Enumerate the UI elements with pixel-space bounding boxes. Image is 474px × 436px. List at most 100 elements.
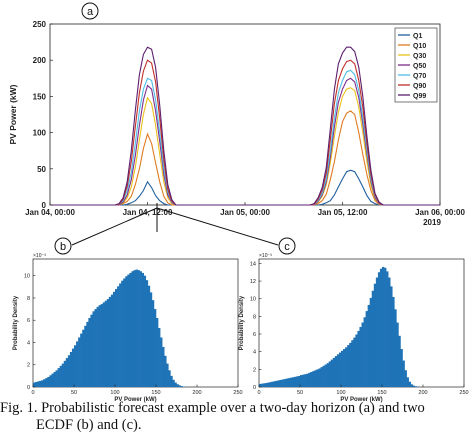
histogram-bar — [386, 271, 389, 387]
x-tick-label: 100 — [110, 390, 119, 396]
histogram-bar — [349, 342, 352, 387]
histogram-bar — [139, 271, 142, 387]
caption-line-2: ECDF (b) and (c). — [36, 417, 142, 433]
connector-line-b — [71, 207, 158, 246]
panel-a-x-tick-label: Jan 05, 12:00 — [318, 208, 368, 217]
histogram-bar — [295, 376, 299, 387]
histogram-bar — [84, 325, 87, 387]
y-tick-label: 4 — [27, 340, 30, 346]
histogram-bar — [112, 291, 116, 387]
histogram-bar — [92, 311, 95, 387]
histogram-bar — [328, 361, 332, 387]
histogram-bar — [160, 337, 163, 387]
histogram-bar — [67, 355, 71, 387]
y-tick-label: 4 — [253, 350, 256, 356]
legend-label-q90: Q90 — [413, 83, 426, 90]
histogram-bar — [273, 381, 276, 387]
histogram-bar — [310, 371, 313, 387]
panel-marker-c: c — [278, 237, 296, 255]
panel-b-histogram — [33, 269, 188, 387]
histogram-bar — [287, 378, 291, 387]
histogram-bar — [275, 380, 278, 387]
connector-line-c — [156, 207, 279, 246]
y-tick-label: 2 — [27, 363, 30, 369]
histogram-bar — [330, 359, 334, 387]
histogram-bar — [166, 363, 169, 387]
panel-c-chart: 0 2 4 6 8 10 12 14 0 50 100 150 200 250 Probability D… — [239, 253, 469, 403]
panel-a-legend-box — [394, 27, 438, 103]
histogram-bar — [379, 268, 383, 387]
x-tick-label: 250 — [233, 390, 242, 396]
histogram-bar — [314, 370, 317, 387]
histogram-bar — [71, 348, 75, 387]
histogram-bar — [164, 355, 167, 387]
histogram-bar — [414, 386, 418, 387]
histogram-bar — [100, 304, 103, 387]
legend-label-q10: Q10 — [413, 43, 426, 50]
histogram-bar — [102, 302, 106, 387]
histogram-bar — [145, 280, 149, 387]
x-tick-label: 0 — [31, 390, 34, 396]
histogram-bar — [49, 375, 52, 387]
histogram-bar — [35, 381, 38, 387]
x-tick-label: 150 — [377, 390, 386, 396]
histogram-bar — [133, 270, 136, 387]
histogram-bar — [326, 363, 329, 387]
y-tick-label: 0 — [253, 385, 256, 391]
y-tick-label: 14 — [250, 261, 256, 267]
histogram-bar — [367, 304, 370, 387]
histogram-bar — [324, 364, 327, 387]
histogram-bar — [151, 300, 155, 387]
histogram-bar — [316, 369, 319, 387]
histogram-bar — [45, 378, 48, 387]
histogram-bar — [170, 375, 173, 387]
panel-marker-a: a — [81, 2, 99, 20]
histogram-bar — [39, 380, 42, 387]
histogram-bar — [61, 363, 65, 387]
histogram-bar — [269, 382, 272, 387]
histogram-bar — [336, 354, 340, 387]
histogram-bar — [65, 358, 69, 387]
histogram-bar — [312, 371, 315, 387]
histogram-bar — [322, 365, 325, 387]
histogram-bar — [123, 278, 126, 387]
panel-b-y-exponent: ×10⁻³ — [33, 253, 46, 259]
panel-a-axes — [49, 23, 441, 206]
histogram-bar — [291, 377, 295, 387]
histogram-bar — [345, 347, 348, 387]
histogram-bar — [178, 385, 181, 387]
histogram-bar — [110, 294, 114, 387]
histogram-bar — [149, 292, 153, 387]
histogram-bar — [361, 322, 364, 387]
histogram-bar — [406, 377, 409, 387]
panel-a-y-tick-label: 250 — [33, 20, 47, 29]
histogram-bar — [351, 340, 354, 387]
histogram-bar — [338, 352, 342, 387]
histogram-bar — [33, 382, 36, 387]
histogram-bar — [302, 374, 305, 387]
y-tick-label: 8 — [253, 314, 256, 320]
histogram-bar — [371, 290, 375, 387]
histogram-bar — [283, 379, 286, 387]
histogram-bar — [108, 296, 112, 387]
histogram-bar — [51, 373, 54, 387]
histogram-bar — [390, 286, 393, 387]
histogram-bar — [382, 266, 385, 387]
legend-label-q99: Q99 — [413, 93, 426, 100]
histogram-bar — [355, 334, 358, 387]
panel-c-histogram — [259, 266, 420, 387]
caption-line-1: Fig. 1. Probabilistic forecast example o… — [0, 400, 425, 416]
histogram-bar — [384, 267, 387, 387]
histogram-bar — [94, 309, 97, 387]
histogram-bar — [59, 365, 62, 387]
histogram-bar — [400, 349, 403, 387]
histogram-bar — [300, 375, 303, 387]
histogram-bar — [131, 271, 134, 387]
histogram-bar — [156, 317, 159, 387]
histogram-bar — [88, 317, 91, 387]
x-tick-label: 200 — [192, 390, 201, 396]
histogram-bar — [168, 370, 171, 387]
histogram-bar — [57, 368, 60, 387]
panel-a-y-tick-label: 50 — [37, 165, 46, 174]
